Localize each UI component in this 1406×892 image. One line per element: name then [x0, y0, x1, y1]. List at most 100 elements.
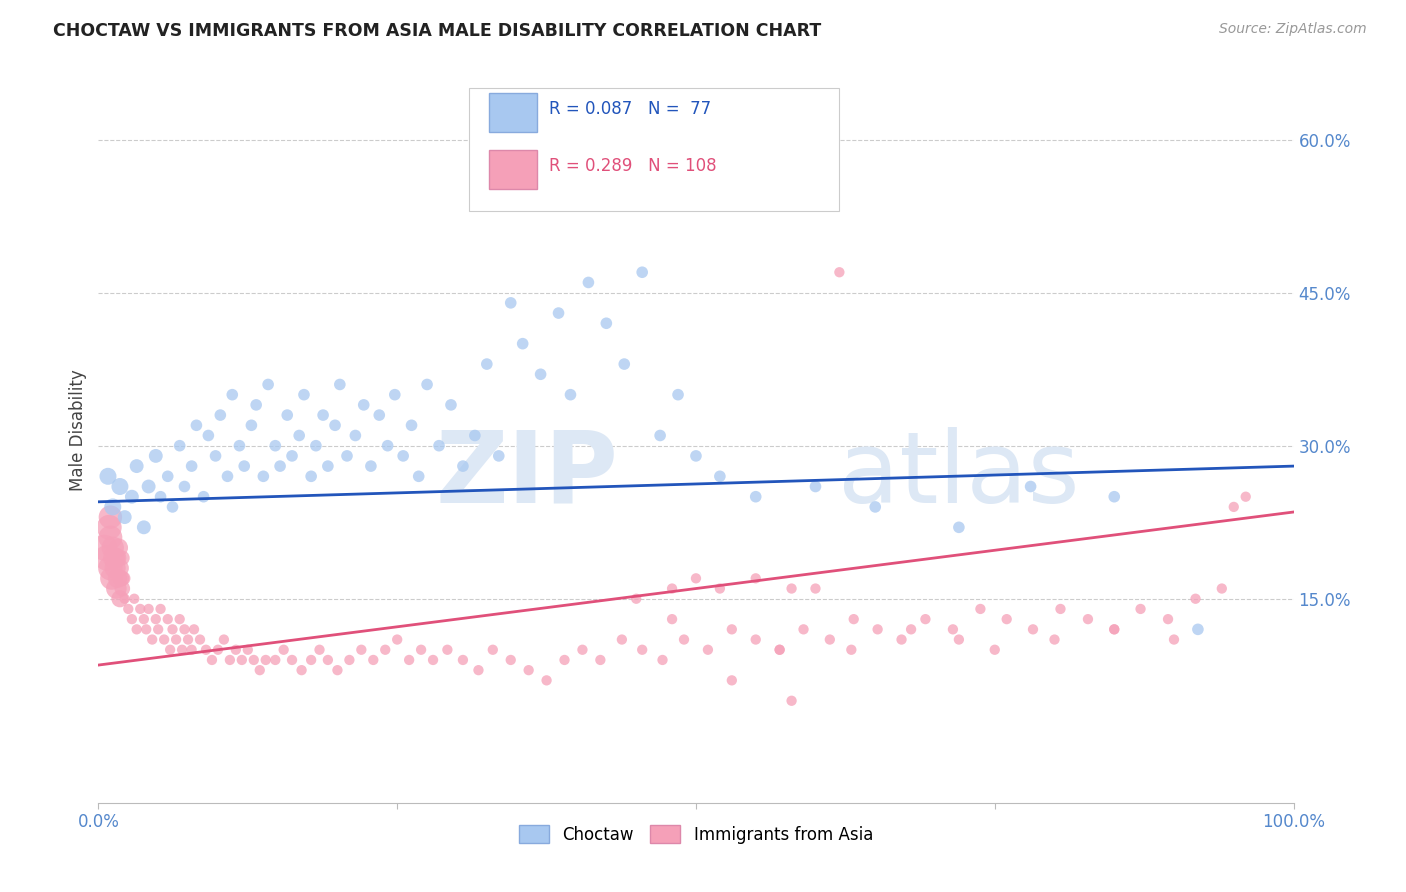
FancyBboxPatch shape — [470, 87, 839, 211]
Point — [697, 642, 720, 657]
Point — [159, 642, 181, 657]
Point — [427, 439, 450, 453]
Point — [110, 571, 132, 585]
Point — [842, 612, 865, 626]
Point — [828, 265, 851, 279]
Point — [385, 632, 409, 647]
Point — [745, 490, 768, 504]
Point — [408, 469, 430, 483]
Point — [269, 459, 291, 474]
Point — [530, 368, 553, 382]
Point — [145, 449, 167, 463]
Point — [221, 387, 243, 401]
Point — [105, 550, 128, 565]
Point — [281, 449, 304, 463]
Point — [125, 459, 148, 474]
Point — [942, 623, 965, 637]
Point — [512, 336, 534, 351]
Point — [207, 642, 229, 657]
Point — [631, 642, 654, 657]
Point — [169, 439, 191, 453]
Point — [499, 296, 522, 310]
Point — [374, 642, 396, 657]
Point — [368, 408, 391, 422]
Point — [201, 653, 224, 667]
Point — [1019, 479, 1042, 493]
FancyBboxPatch shape — [489, 151, 537, 189]
Text: R = 0.289   N = 108: R = 0.289 N = 108 — [548, 157, 717, 175]
Point — [768, 642, 790, 657]
Point — [685, 449, 707, 463]
Point — [111, 550, 134, 565]
Point — [316, 459, 339, 474]
Point — [363, 653, 385, 667]
Point — [631, 265, 654, 279]
Point — [98, 561, 122, 575]
Text: Source: ZipAtlas.com: Source: ZipAtlas.com — [1219, 22, 1367, 37]
Point — [141, 632, 163, 647]
Point — [308, 642, 330, 657]
Point — [112, 571, 135, 585]
Point — [411, 642, 433, 657]
Point — [153, 632, 176, 647]
Point — [114, 510, 136, 524]
Point — [969, 602, 991, 616]
Point — [243, 653, 266, 667]
Point — [1163, 632, 1185, 647]
Point — [336, 449, 359, 463]
Point — [1211, 582, 1233, 596]
Point — [108, 561, 131, 575]
Point — [276, 408, 298, 422]
Point — [517, 663, 540, 677]
Point — [254, 653, 277, 667]
Point — [299, 653, 322, 667]
Point — [571, 642, 593, 657]
Point — [204, 449, 226, 463]
Point — [125, 623, 148, 637]
Point — [536, 673, 558, 688]
Point — [193, 490, 215, 504]
Point — [329, 377, 352, 392]
Point — [1234, 490, 1257, 504]
Point — [401, 418, 423, 433]
Point — [180, 459, 202, 474]
Point — [233, 459, 256, 474]
Point — [780, 694, 803, 708]
Point — [212, 632, 235, 647]
Point — [1104, 623, 1126, 637]
Legend: Choctaw, Immigrants from Asia: Choctaw, Immigrants from Asia — [512, 819, 880, 850]
Point — [578, 276, 600, 290]
Point — [132, 520, 155, 534]
Point — [547, 306, 569, 320]
Point — [666, 387, 689, 401]
Point — [257, 377, 280, 392]
Point — [721, 623, 744, 637]
Point — [499, 653, 522, 667]
Point — [245, 398, 267, 412]
Point — [162, 623, 184, 637]
Point — [467, 663, 489, 677]
Point — [107, 571, 129, 585]
Point — [197, 428, 219, 442]
Point — [1223, 500, 1246, 514]
Point — [108, 479, 131, 493]
Text: R = 0.087   N =  77: R = 0.087 N = 77 — [548, 100, 711, 118]
Text: atlas: atlas — [838, 426, 1080, 524]
Point — [225, 642, 247, 657]
Point — [138, 602, 160, 616]
Point — [98, 520, 121, 534]
Point — [240, 418, 263, 433]
Point — [440, 398, 463, 412]
Point — [323, 418, 346, 433]
Point — [105, 582, 128, 596]
Point — [673, 632, 696, 647]
Point — [291, 663, 314, 677]
Point — [209, 408, 232, 422]
Point — [101, 541, 124, 555]
Point — [451, 653, 474, 667]
Point — [98, 531, 122, 545]
Text: CHOCTAW VS IMMIGRANTS FROM ASIA MALE DISABILITY CORRELATION CHART: CHOCTAW VS IMMIGRANTS FROM ASIA MALE DIS… — [53, 22, 821, 40]
Point — [1049, 602, 1071, 616]
Point — [481, 642, 505, 657]
Point — [104, 561, 127, 575]
